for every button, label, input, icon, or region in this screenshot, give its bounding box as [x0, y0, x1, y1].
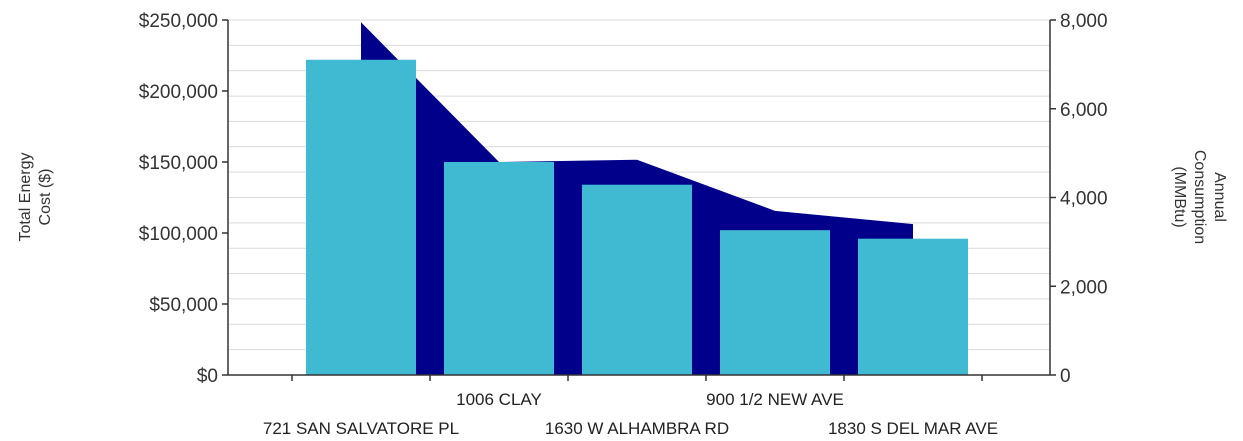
right-tick-label: 0 — [1060, 366, 1071, 387]
category-label: 1006 CLAY — [456, 390, 542, 409]
right-axis-ticks: 0 2,000 4,000 6,000 8,000 — [1050, 11, 1108, 387]
left-tick-label: $100,000 — [139, 224, 218, 245]
cost-bar — [306, 59, 416, 375]
cost-bar — [858, 238, 968, 375]
category-label: 900 1/2 NEW AVE — [706, 390, 844, 409]
left-axis-ticks: $0 $50,000 $100,000 $150,000 $200,000 $250,00… — [139, 11, 228, 387]
cost-bar — [582, 184, 692, 375]
right-tick-label: 8,000 — [1060, 11, 1108, 32]
left-tick-label: $150,000 — [139, 153, 218, 174]
right-axis-title-line: Consumption — [1191, 150, 1208, 244]
cost-bar — [444, 162, 554, 375]
cost-bar-layer — [306, 59, 968, 375]
right-tick-label: 6,000 — [1060, 100, 1108, 121]
category-label: 1630 W ALHAMBRA RD — [545, 419, 729, 438]
category-label: 721 SAN SALVATORE PL — [263, 419, 459, 438]
left-axis-title-line: Total Energy — [17, 153, 34, 242]
right-axis-title-line: (MMBtu) — [1171, 166, 1188, 227]
left-axis-title-line: Cost ($) — [37, 169, 54, 226]
right-tick-label: 2,000 — [1060, 277, 1108, 298]
left-tick-label: $0 — [197, 366, 218, 387]
left-tick-label: $250,000 — [139, 11, 218, 32]
cost-bar — [720, 230, 830, 375]
left-axis-title: Total Energy Cost ($) — [17, 153, 54, 242]
right-axis-title-line: Annual — [1211, 172, 1228, 222]
left-tick-label: $50,000 — [149, 295, 218, 316]
category-label: 1830 S DEL MAR AVE — [828, 419, 998, 438]
right-tick-label: 4,000 — [1060, 189, 1108, 210]
left-tick-label: $200,000 — [139, 82, 218, 103]
